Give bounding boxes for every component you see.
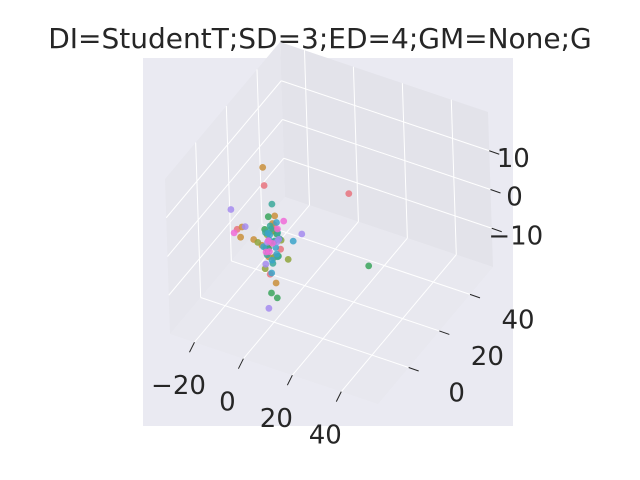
data-point [227,206,235,213]
x-tick-mark [189,342,195,353]
grid-line-z [282,119,491,190]
data-point [273,294,281,302]
data-point [284,256,292,263]
y-tick-mark [439,330,450,335]
data-point [262,260,270,268]
data-point [237,233,245,241]
data-point [264,213,272,221]
data-point [365,262,373,270]
data-point [271,212,279,220]
x-tick-label: 20 [260,404,293,434]
z-tick-mark [491,227,502,233]
grid-line-z [283,157,492,229]
y-tick-mark [469,293,481,299]
z-tick-mark [490,189,501,194]
grid-line-x [194,204,310,343]
scatter-points [227,164,373,312]
data-point [268,256,276,264]
data-point [260,182,268,189]
data-point [265,304,273,312]
grid-line-x [291,237,408,376]
y-tick-mark [408,366,419,372]
data-point [264,230,272,237]
data-point [259,164,267,171]
data-point [273,219,280,226]
data-point [298,230,306,238]
y-tick-label: 40 [501,305,534,335]
grid-line-z [281,80,490,152]
data-point [254,239,262,246]
data-point [280,217,288,225]
data-point [262,248,270,256]
grid-line-x [340,254,457,392]
data-point [272,279,280,287]
x-tick-label: −20 [151,371,206,401]
data-point [264,237,272,245]
x-tick-label: 0 [219,388,236,418]
data-point [345,190,353,198]
z-tick-label: 10 [497,144,530,174]
floor-pane [170,197,493,404]
data-point [268,269,276,277]
y-tick-label: 0 [448,378,465,408]
x-tick-mark [335,391,342,402]
grid-line-z [168,157,285,296]
data-point [273,250,281,258]
x-tick-mark [286,374,293,386]
grid-line-y [231,260,440,332]
grid-line-y [200,296,409,368]
grid-line-y [261,223,471,295]
data-point [274,225,281,233]
grid-line-z [165,80,282,219]
x-tick-label: 40 [309,421,342,451]
data-point [268,200,276,208]
x-tick-mark [237,358,244,369]
chart-title: DI=StudentT;SD=3;ED=4;GM=None;G [48,22,592,55]
data-point [268,289,275,297]
z-tick-label: 0 [506,183,523,213]
z-tick-label: −10 [488,221,543,251]
grid-line-x [243,221,359,360]
data-point [230,229,238,237]
data-point [289,237,297,245]
data-point [241,223,249,231]
y-tick-label: 20 [471,342,504,372]
grid-line-z [167,119,283,257]
grid-lines [165,50,492,392]
z-tick-mark [489,150,500,155]
